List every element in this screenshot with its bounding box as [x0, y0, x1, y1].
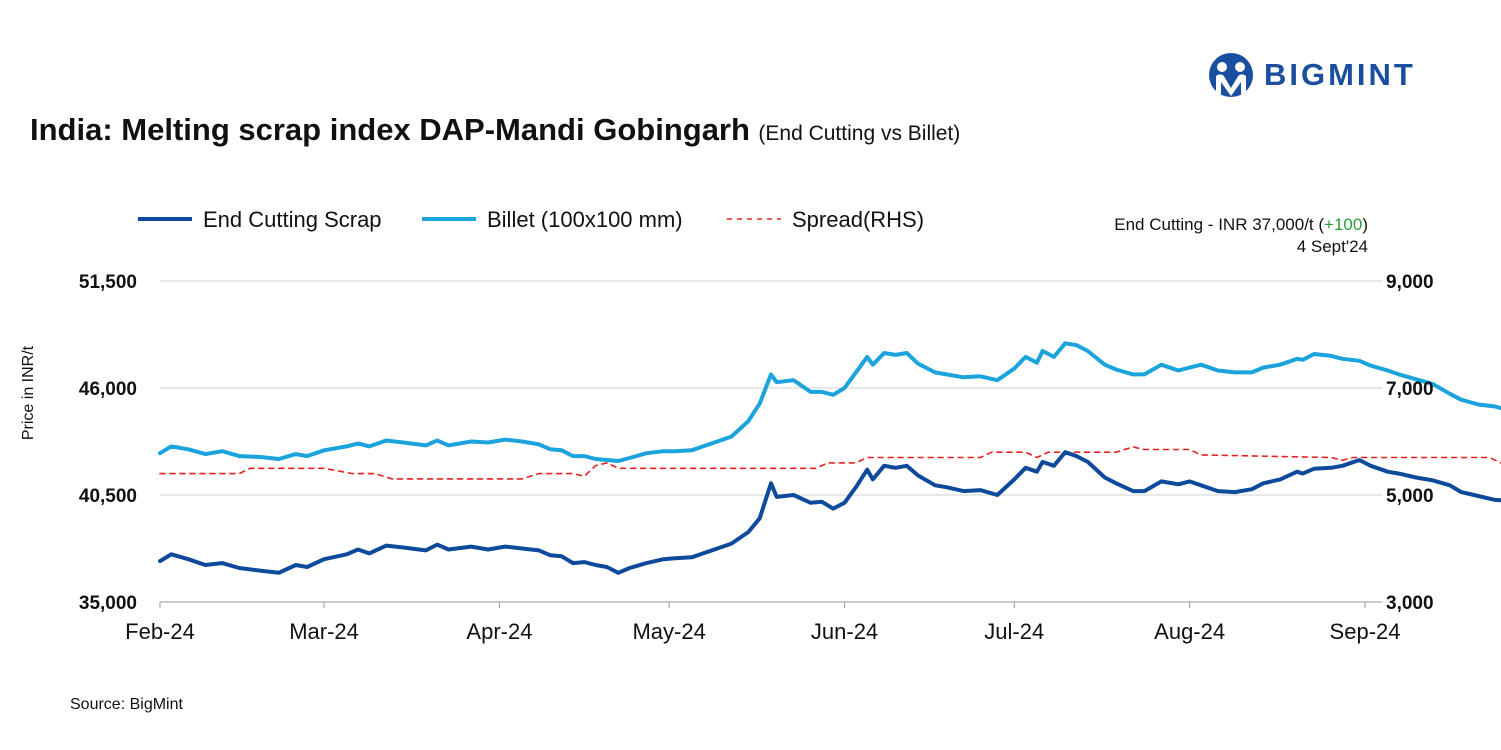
chart-title-block: India: Melting scrap index DAP-Mandi Gob… — [30, 112, 960, 148]
x-tick-label: Sep-24 — [1330, 619, 1401, 644]
x-tick-label: Aug-24 — [1154, 619, 1225, 644]
y-tick-label: 51,500 — [79, 272, 137, 293]
y-tick-label: 35,000 — [79, 593, 137, 614]
x-tick-label: Jun-24 — [811, 619, 878, 644]
y-tick-label: 40,500 — [79, 486, 137, 507]
annotation-suffix: ) — [1362, 215, 1368, 234]
x-tick-label: Feb-24 — [125, 619, 195, 644]
chart-svg: 35,000 40,500 46,000 51,500 3,000 5,000 7,000 9… — [20, 207, 1501, 644]
annotation-prefix: End Cutting - INR 37,000/t ( — [1114, 215, 1324, 234]
legend-label-spread: Spread(RHS) — [792, 207, 924, 232]
gridlines — [160, 280, 1382, 496]
annotation-date: 4 Sept'24 — [1297, 237, 1368, 256]
legend-label-billet: Billet (100x100 mm) — [487, 207, 683, 232]
chart-lines — [158, 341, 1501, 575]
legend-label-end-cutting: End Cutting Scrap — [203, 207, 382, 232]
brand-logo: BIGMINT — [1208, 52, 1416, 98]
x-tick-label: Jul-24 — [984, 619, 1044, 644]
axes: 35,000 40,500 46,000 51,500 3,000 5,000 7,000 9… — [79, 272, 1434, 644]
annotation-change: +100 — [1324, 215, 1362, 234]
series-end-cutting-line — [158, 450, 1501, 575]
chart-title: India: Melting scrap index DAP-Mandi Gob… — [30, 112, 750, 147]
y-tick-label: 46,000 — [79, 379, 137, 400]
legend: End Cutting Scrap Billet (100x100 mm) Sp… — [138, 207, 924, 232]
chart-subtitle: (End Cutting vs Billet) — [758, 122, 961, 145]
x-tick-label: May-24 — [632, 619, 705, 644]
y2-tick-label: 7,000 — [1386, 379, 1434, 400]
series-spread-line — [159, 446, 1501, 480]
latest-price-annotation: End Cutting - INR 37,000/t (+100) — [1114, 215, 1368, 234]
series-billet-line — [158, 341, 1501, 463]
y2-tick-label: 5,000 — [1386, 486, 1434, 507]
x-tick-label: Mar-24 — [289, 619, 359, 644]
source-note: Source: BigMint — [70, 696, 183, 713]
x-tick-label: Apr-24 — [466, 619, 532, 644]
y-axis-label: Price in INR/t — [20, 345, 37, 440]
y2-tick-label: 9,000 — [1386, 272, 1434, 293]
y2-tick-label: 3,000 — [1386, 593, 1434, 614]
bigmint-logo-icon — [1209, 53, 1253, 97]
brand-name: BIGMINT — [1264, 57, 1416, 92]
